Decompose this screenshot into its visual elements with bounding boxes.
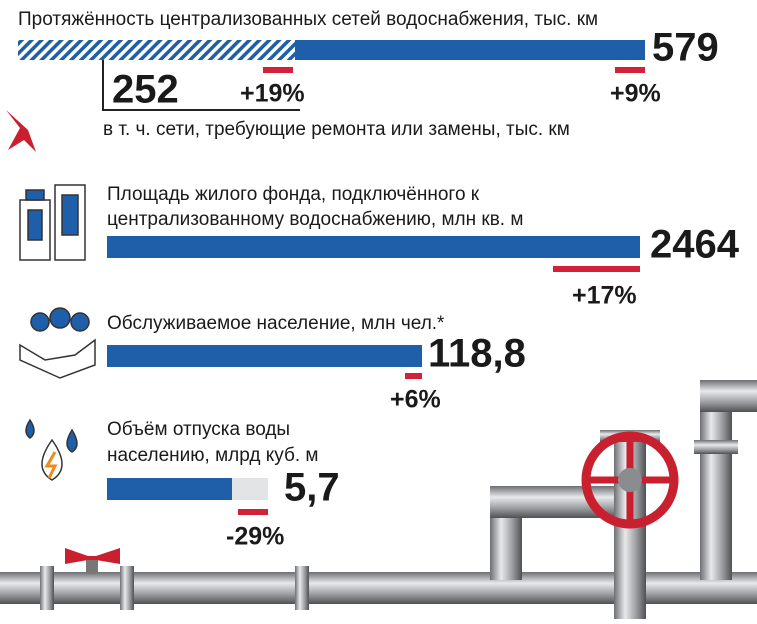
item-title: населению, млрд куб. м bbox=[107, 445, 318, 466]
bar bbox=[107, 345, 422, 367]
change-marker bbox=[553, 266, 640, 272]
change-marker bbox=[405, 373, 422, 379]
bar bbox=[107, 236, 640, 258]
bar-part bbox=[18, 40, 295, 60]
value: 579 bbox=[652, 26, 719, 70]
value: 2464 bbox=[650, 223, 740, 267]
value: 5,7 bbox=[284, 466, 340, 510]
sub-title: в т. ч. сети, требующие ремонта или заме… bbox=[103, 119, 570, 140]
bar bbox=[107, 478, 232, 500]
item-title: Протяжённость централизованных сетей вод… bbox=[18, 9, 598, 30]
sub-value: 252 bbox=[112, 68, 179, 112]
change: -29% bbox=[226, 523, 284, 551]
value: 118,8 bbox=[428, 332, 526, 376]
item-title: Обслуживаемое население, млн чел.* bbox=[107, 313, 445, 334]
change: +9% bbox=[610, 80, 661, 108]
bar-previous bbox=[232, 478, 268, 500]
sub-change: +19% bbox=[240, 80, 305, 108]
item-title: Площадь жилого фонда, подключённого к bbox=[107, 184, 480, 205]
change: +6% bbox=[390, 386, 441, 414]
change-marker bbox=[238, 509, 268, 515]
icons bbox=[19, 184, 96, 481]
item-title: Объём отпуска воды bbox=[107, 419, 290, 440]
change-marker bbox=[263, 67, 293, 73]
bracket bbox=[102, 60, 300, 111]
change-marker bbox=[615, 67, 645, 73]
pipes bbox=[0, 110, 757, 620]
item-title: централизованному водоснабжению, млн кв.… bbox=[107, 209, 523, 230]
change: +17% bbox=[572, 282, 637, 310]
